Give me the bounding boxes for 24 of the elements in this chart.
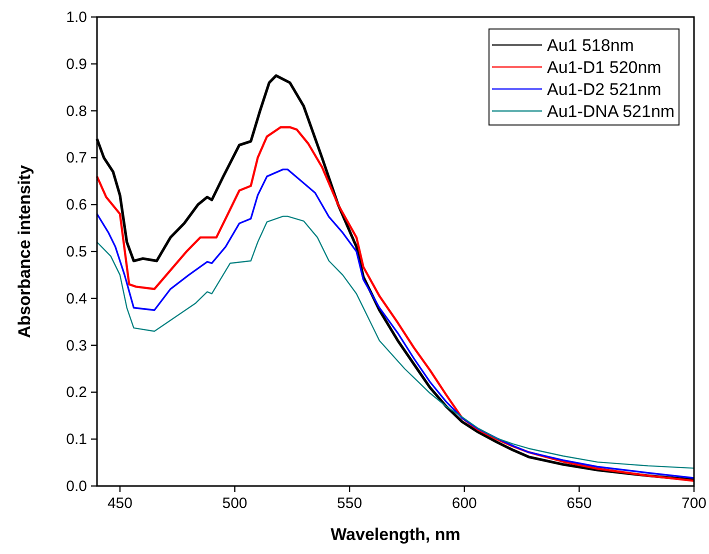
legend-label: Au1-D2 521nm xyxy=(547,80,662,99)
x-tick-label: 600 xyxy=(452,495,477,512)
legend-label: Au1 518nm xyxy=(547,36,634,55)
y-tick-label: 0.4 xyxy=(66,290,87,308)
legend-label: Au1-D1 520nm xyxy=(547,58,662,77)
x-tick-label: 500 xyxy=(222,495,248,512)
x-tick-label: 650 xyxy=(566,495,592,512)
y-tick-label: 0.9 xyxy=(66,56,87,73)
line-series xyxy=(96,216,695,469)
y-tick-label: 0.6 xyxy=(66,196,87,214)
y-tick-label: 0.7 xyxy=(66,150,87,167)
legend-label: Au1-DNA 521nm xyxy=(547,102,675,121)
x-tick-label: 700 xyxy=(681,495,707,512)
y-tick-label: 0.8 xyxy=(66,102,87,120)
y-tick-label: 0.2 xyxy=(66,384,87,402)
y-axis-title: Absorbance intensity xyxy=(15,164,34,338)
y-tick-label: 0.3 xyxy=(66,337,87,354)
y-tick-label: 0.0 xyxy=(66,478,87,495)
x-tick-label: 450 xyxy=(107,495,132,512)
y-tick-label: 0.1 xyxy=(66,431,87,448)
y-tick-label: 0.5 xyxy=(66,244,87,260)
x-axis-title: Wavelength, nm xyxy=(330,525,460,544)
y-tick-label: 1.0 xyxy=(66,9,87,26)
x-tick-label: 550 xyxy=(337,495,362,512)
